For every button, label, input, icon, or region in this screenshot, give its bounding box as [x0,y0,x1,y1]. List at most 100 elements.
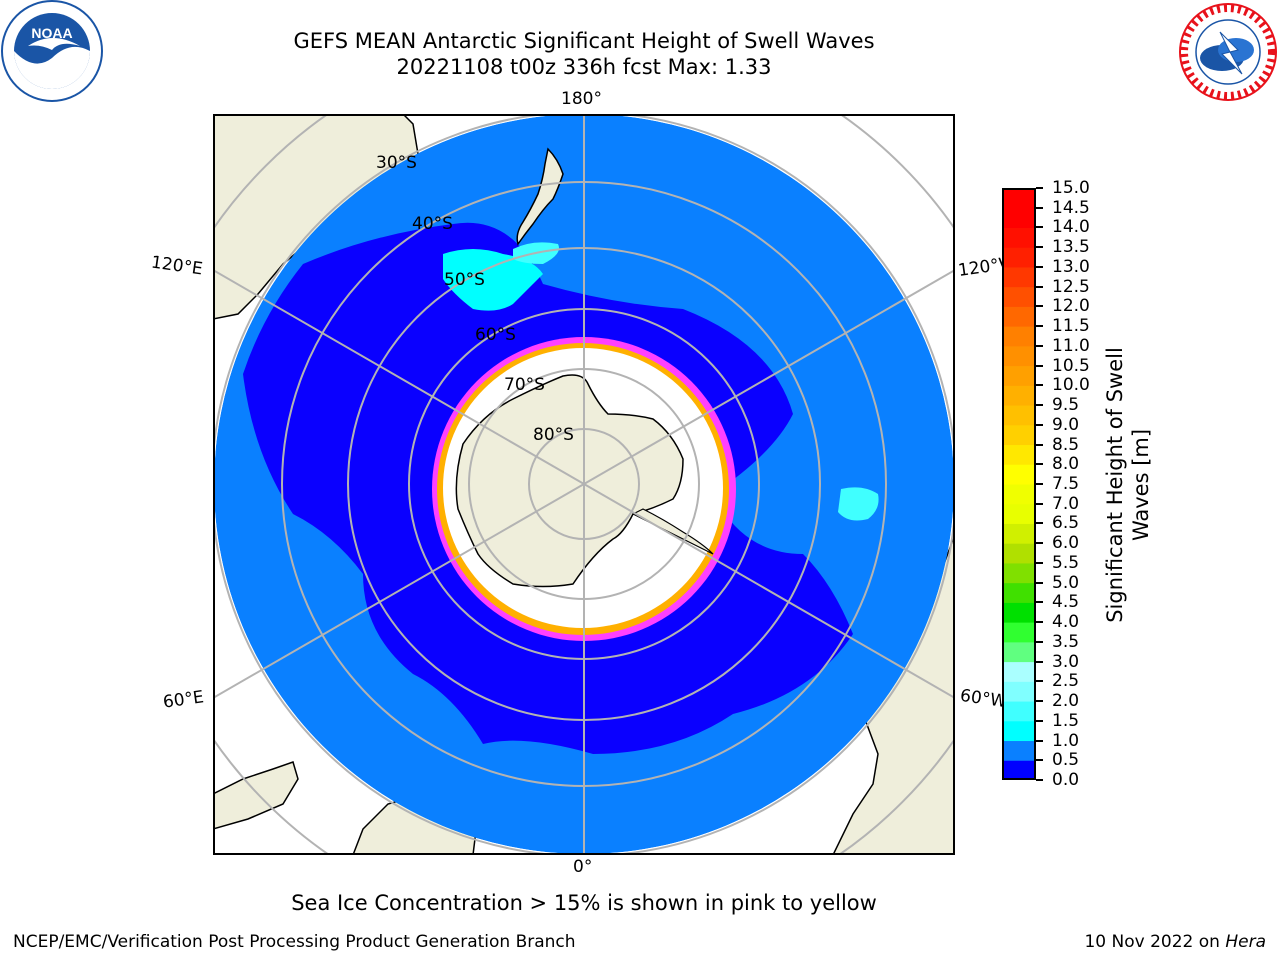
colorbar-tick-mark [1036,502,1043,505]
colorbar-segment [1002,326,1036,347]
colorbar-segment [1002,405,1036,426]
colorbar-segment [1002,523,1036,544]
colorbar-tick-mark [1036,423,1043,426]
colorbar-segment [1002,681,1036,702]
colorbar-tick-label: 6.5 [1052,513,1080,534]
colorbar-tick-mark [1036,719,1043,722]
colorbar-tick-label: 9.5 [1052,395,1080,416]
colorbar-tick-mark [1036,739,1043,742]
colorbar-tick-mark [1036,660,1043,663]
colorbar-tick-mark [1036,443,1043,446]
colorbar-tick-label: 1.5 [1052,710,1080,731]
colorbar-tick-label: 0.5 [1052,750,1080,771]
colorbar-tick-mark [1036,364,1043,367]
colorbar-tick-label: 3.5 [1052,631,1080,652]
swell-patch-atlantic [838,487,879,521]
lat-label-50s: 50°S [444,270,485,290]
colorbar-segment [1002,641,1036,663]
colorbar-segment [1002,602,1036,623]
colorbar-segment [1002,286,1036,307]
lat-label-40s: 40°S [412,214,453,234]
colorbar-tick-mark [1036,206,1043,209]
colorbar-segment [1002,424,1036,446]
colorbar-tick-label: 8.5 [1052,434,1080,455]
meridian-lines [213,114,955,855]
colorbar-tick-label: 12.5 [1052,276,1090,297]
colorbar-tick-label: 9.0 [1052,414,1080,435]
colorbar-tick-mark [1036,542,1043,545]
colorbar-tick-label: 10.0 [1052,375,1090,396]
colorbar-segment [1002,227,1036,248]
antarctica-land [455,374,684,588]
colorbar-tick-mark [1036,522,1043,525]
lon-label-top: 180° [561,89,602,109]
map-subtitle: 20221108 t00z 336h fcst Max: 1.33 [396,55,772,79]
colorbar-tick-mark [1036,463,1043,466]
sea-ice-caption: Sea Ice Concentration > 15% is shown in … [291,891,877,915]
colorbar-frame [1002,188,1036,780]
colorbar-tick-mark [1036,581,1043,584]
colorbar-segment [1002,503,1036,524]
lat-label-60s: 60°S [475,325,516,345]
colorbar-segment [1002,306,1036,327]
noaa-logo-text: NOAA [31,25,72,41]
colorbar-label-line-2: Waves [m] [1129,428,1153,542]
colorbar-tick-mark [1036,187,1043,189]
map-frame [213,114,955,855]
lon-label-bottom: 0° [573,857,593,877]
colorbar-tick-label: 7.0 [1052,493,1080,514]
colorbar-segment [1002,464,1036,485]
colorbar-tick-mark [1036,344,1043,347]
colorbar-tick-label: 2.5 [1052,671,1080,692]
colorbar-tick-label: 12.0 [1052,296,1090,317]
colorbar-segment [1002,582,1036,603]
colorbar-tick-label: 2.0 [1052,691,1080,712]
lat-label-80s: 80°S [533,425,574,445]
colorbar-tick-label: 11.0 [1052,335,1090,356]
footer-date-text: 10 Nov 2022 on [1084,932,1226,952]
colorbar-tick-mark [1036,640,1043,643]
colorbar-tick-mark [1036,226,1043,229]
colorbar-segment [1002,701,1036,722]
lon-label-lower-left: 60°E [161,687,206,713]
madagascar-land [213,761,299,830]
colorbar-segment [1002,207,1036,228]
colorbar-segment [1002,385,1036,406]
new-zealand-land [516,147,564,246]
colorbar-segment [1002,247,1036,268]
colorbar-segment [1002,543,1036,564]
lat-label-30s: 30°S [376,153,417,173]
colorbar-tick-label: 5.0 [1052,572,1080,593]
footer-host: Hera [1225,932,1266,952]
colorbar-segment [1002,661,1036,682]
colorbar-tick-label: 6.0 [1052,533,1080,554]
colorbar-tick-mark [1036,759,1043,762]
colorbar-label-line-1: Significant Height of Swell [1103,347,1127,623]
colorbar-tick-label: 14.5 [1052,197,1090,218]
nws-logo [1176,0,1280,104]
footer-credit: NCEP/EMC/Verification Post Processing Pr… [13,932,576,952]
colorbar-tick-label: 15.0 [1052,178,1090,198]
colorbar-tick-label: 14.0 [1052,217,1090,238]
colorbar-tick-label: 4.0 [1052,612,1080,633]
swell-patch-tasman [443,249,543,311]
colorbar-tick-mark [1036,305,1043,308]
colorbar-tick-mark [1036,561,1043,564]
colorbar-tick-label: 8.0 [1052,454,1080,475]
colorbar-segment [1002,444,1036,465]
noaa-logo: NOAA [0,0,110,104]
polar-map [213,114,955,855]
colorbar-tick-label: 13.5 [1052,237,1090,258]
colorbar-segment [1002,562,1036,584]
colorbar-segment [1002,720,1036,742]
colorbar-tick-label: 1.0 [1052,730,1080,751]
colorbar-tick-mark [1036,246,1043,249]
colorbar-tick-mark [1036,285,1043,288]
colorbar-tick-mark [1036,265,1043,268]
colorbar-tick-label: 13.0 [1052,256,1090,277]
colorbar-tick-mark [1036,601,1043,604]
footer-date: 10 Nov 2022 on Hera [1084,932,1266,952]
colorbar-tick-mark [1036,621,1043,624]
colorbar-tick-mark [1036,680,1043,683]
lon-label-upper-left: 120°E [149,252,204,280]
